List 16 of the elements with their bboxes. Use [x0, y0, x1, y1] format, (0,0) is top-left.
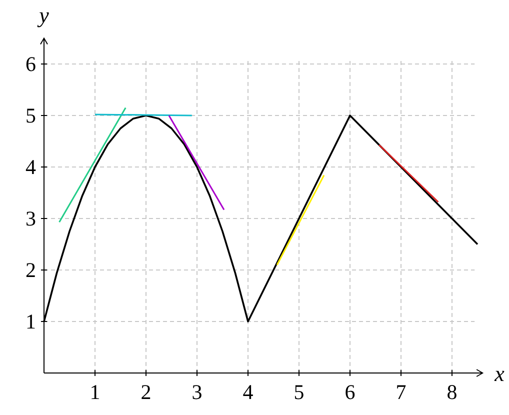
- y-tick-label: 4: [26, 155, 36, 179]
- y-axis-title: y: [37, 2, 50, 28]
- y-tick-label: 5: [26, 104, 36, 128]
- x-tick-label: 7: [396, 380, 406, 404]
- x-tick-label: 2: [140, 380, 152, 404]
- x-tick-label: 8: [446, 380, 458, 404]
- x-tick-label: 6: [344, 380, 356, 404]
- x-tick-label: 5: [294, 380, 304, 404]
- y-tick-label: 3: [26, 206, 36, 230]
- x-tick-label: 4: [242, 380, 254, 404]
- y-tick-label: 1: [26, 310, 36, 334]
- x-axis-title: x: [494, 361, 505, 386]
- y-tick-label: 6: [26, 52, 36, 76]
- x-tick-label: 3: [192, 380, 202, 404]
- x-tick-label: 1: [90, 380, 100, 404]
- y-tick-label: 2: [26, 258, 36, 282]
